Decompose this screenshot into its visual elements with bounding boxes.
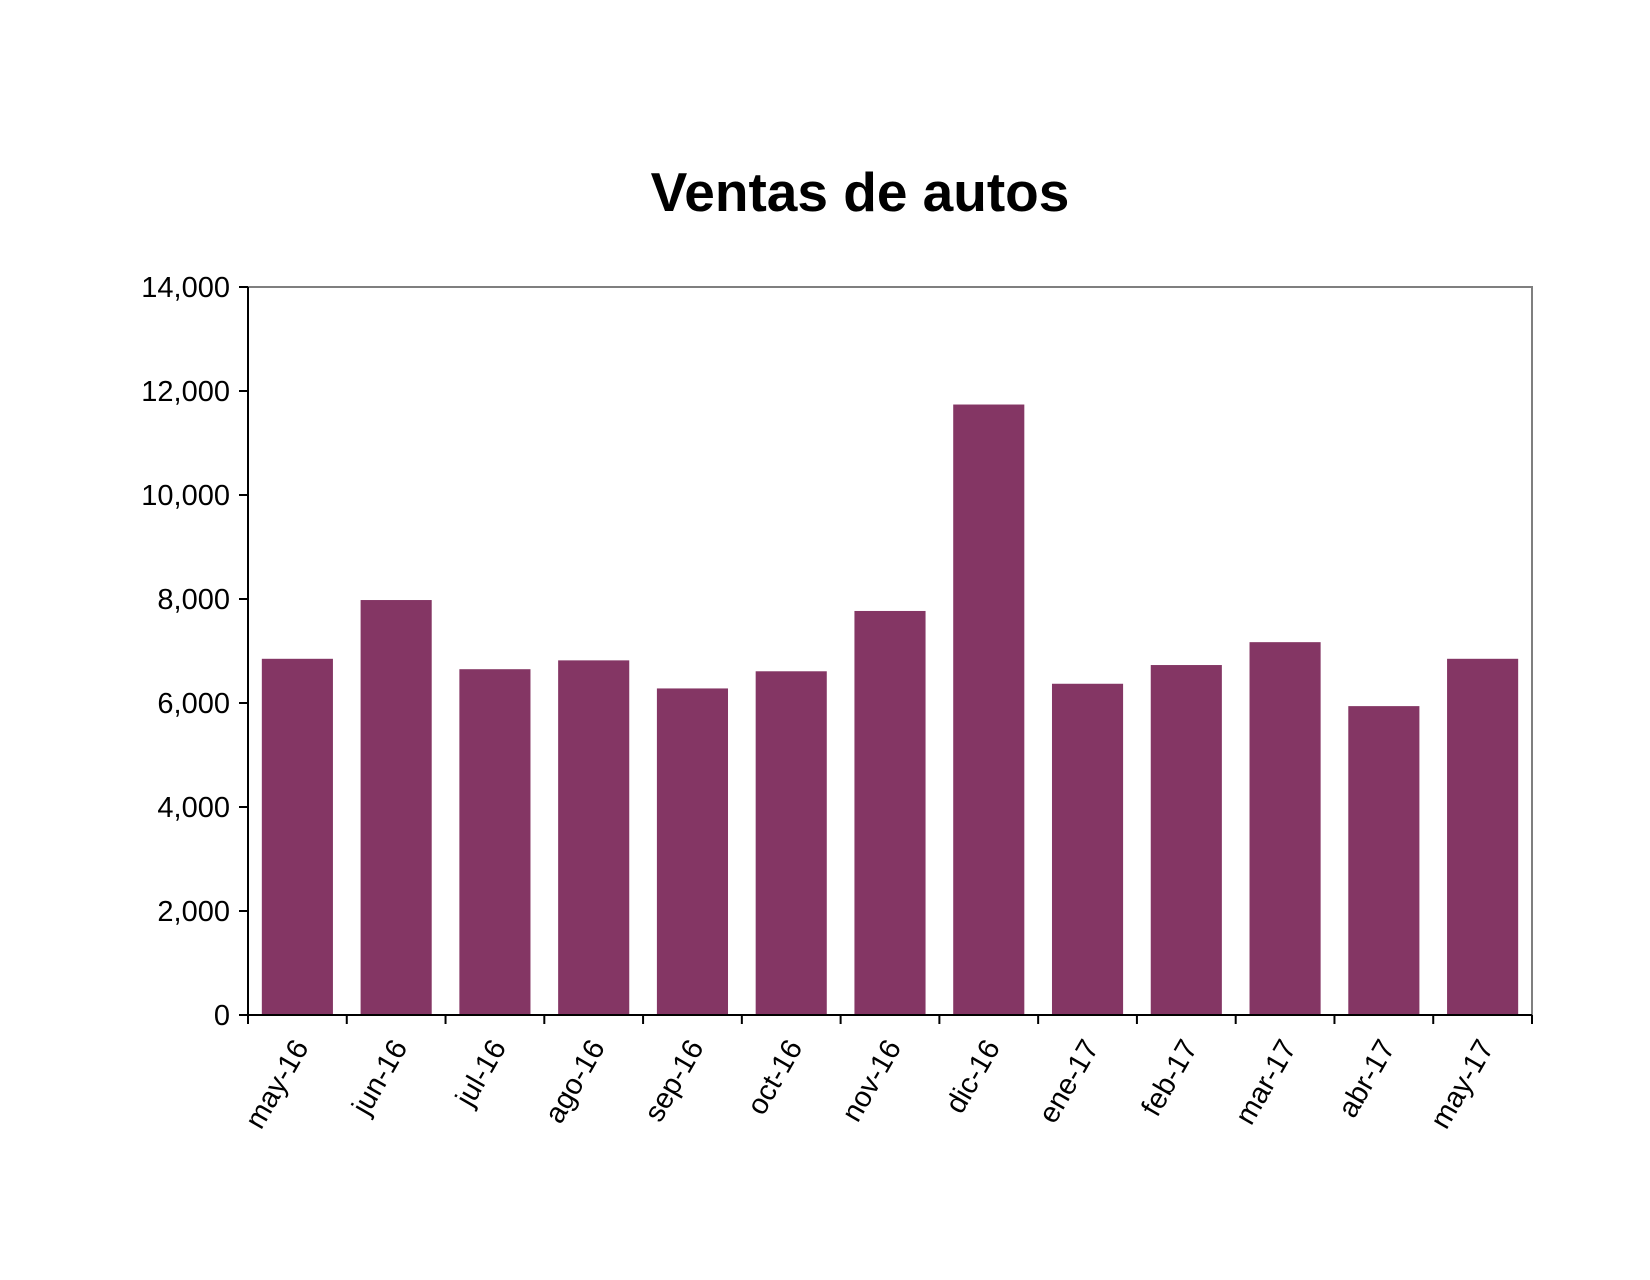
x-tick-label: sep-16 [638, 1035, 710, 1128]
x-tick-label: dic-16 [940, 1035, 1007, 1119]
bar-ene-17 [1051, 683, 1124, 1015]
bar-may-17 [1447, 658, 1519, 1015]
y-tick-label: 12,000 [141, 376, 230, 408]
axes-layer [247, 286, 1533, 1016]
x-tick-label: abr-17 [1332, 1035, 1402, 1124]
bar-oct-16 [755, 671, 827, 1015]
bars-layer [261, 404, 1519, 1015]
x-tick-label: oct-16 [741, 1035, 809, 1121]
bar-mar-17 [1249, 642, 1321, 1015]
y-tick-label: 6,000 [157, 688, 230, 720]
bar-jun-16 [360, 600, 432, 1015]
x-tick-label: jul-16 [449, 1035, 513, 1113]
x-tick-label: ene-17 [1033, 1035, 1106, 1129]
y-tick-label: 4,000 [157, 792, 230, 824]
x-axis-ticks: may-16 jun-16 jul-16 ago-16 sep-16 oct-16 nov-… [239, 1015, 1533, 1135]
bar-may-16 [261, 658, 333, 1015]
chart-title: Ventas de autos [651, 161, 1070, 223]
bar-feb-17 [1150, 665, 1222, 1015]
x-tick-label: feb-17 [1136, 1035, 1205, 1122]
bar-jul-16 [459, 669, 531, 1015]
y-tick-label: 2,000 [157, 896, 230, 928]
x-tick-label: mar-17 [1229, 1035, 1303, 1131]
bar-sep-16 [656, 688, 729, 1015]
bar-nov-16 [854, 610, 926, 1015]
y-tick-label: 0 [214, 1000, 230, 1032]
y-tick-label: 10,000 [141, 480, 230, 512]
y-tick-label: 14,000 [141, 272, 230, 304]
bar-ago-16 [558, 660, 630, 1015]
x-tick-label: may-16 [239, 1035, 315, 1135]
x-tick-label: jun-16 [346, 1035, 415, 1122]
bar-abr-17 [1348, 706, 1420, 1015]
y-axis-ticks: 0 2,000 4,000 6,000 8,000 10,000 12,000 14,000 [141, 272, 248, 1032]
y-tick-label: 8,000 [157, 584, 230, 616]
x-tick-label: ago-16 [539, 1035, 612, 1129]
bar-dic-16 [953, 404, 1025, 1015]
x-tick-label: may-17 [1425, 1035, 1501, 1135]
x-tick-label: nov-16 [836, 1035, 908, 1128]
